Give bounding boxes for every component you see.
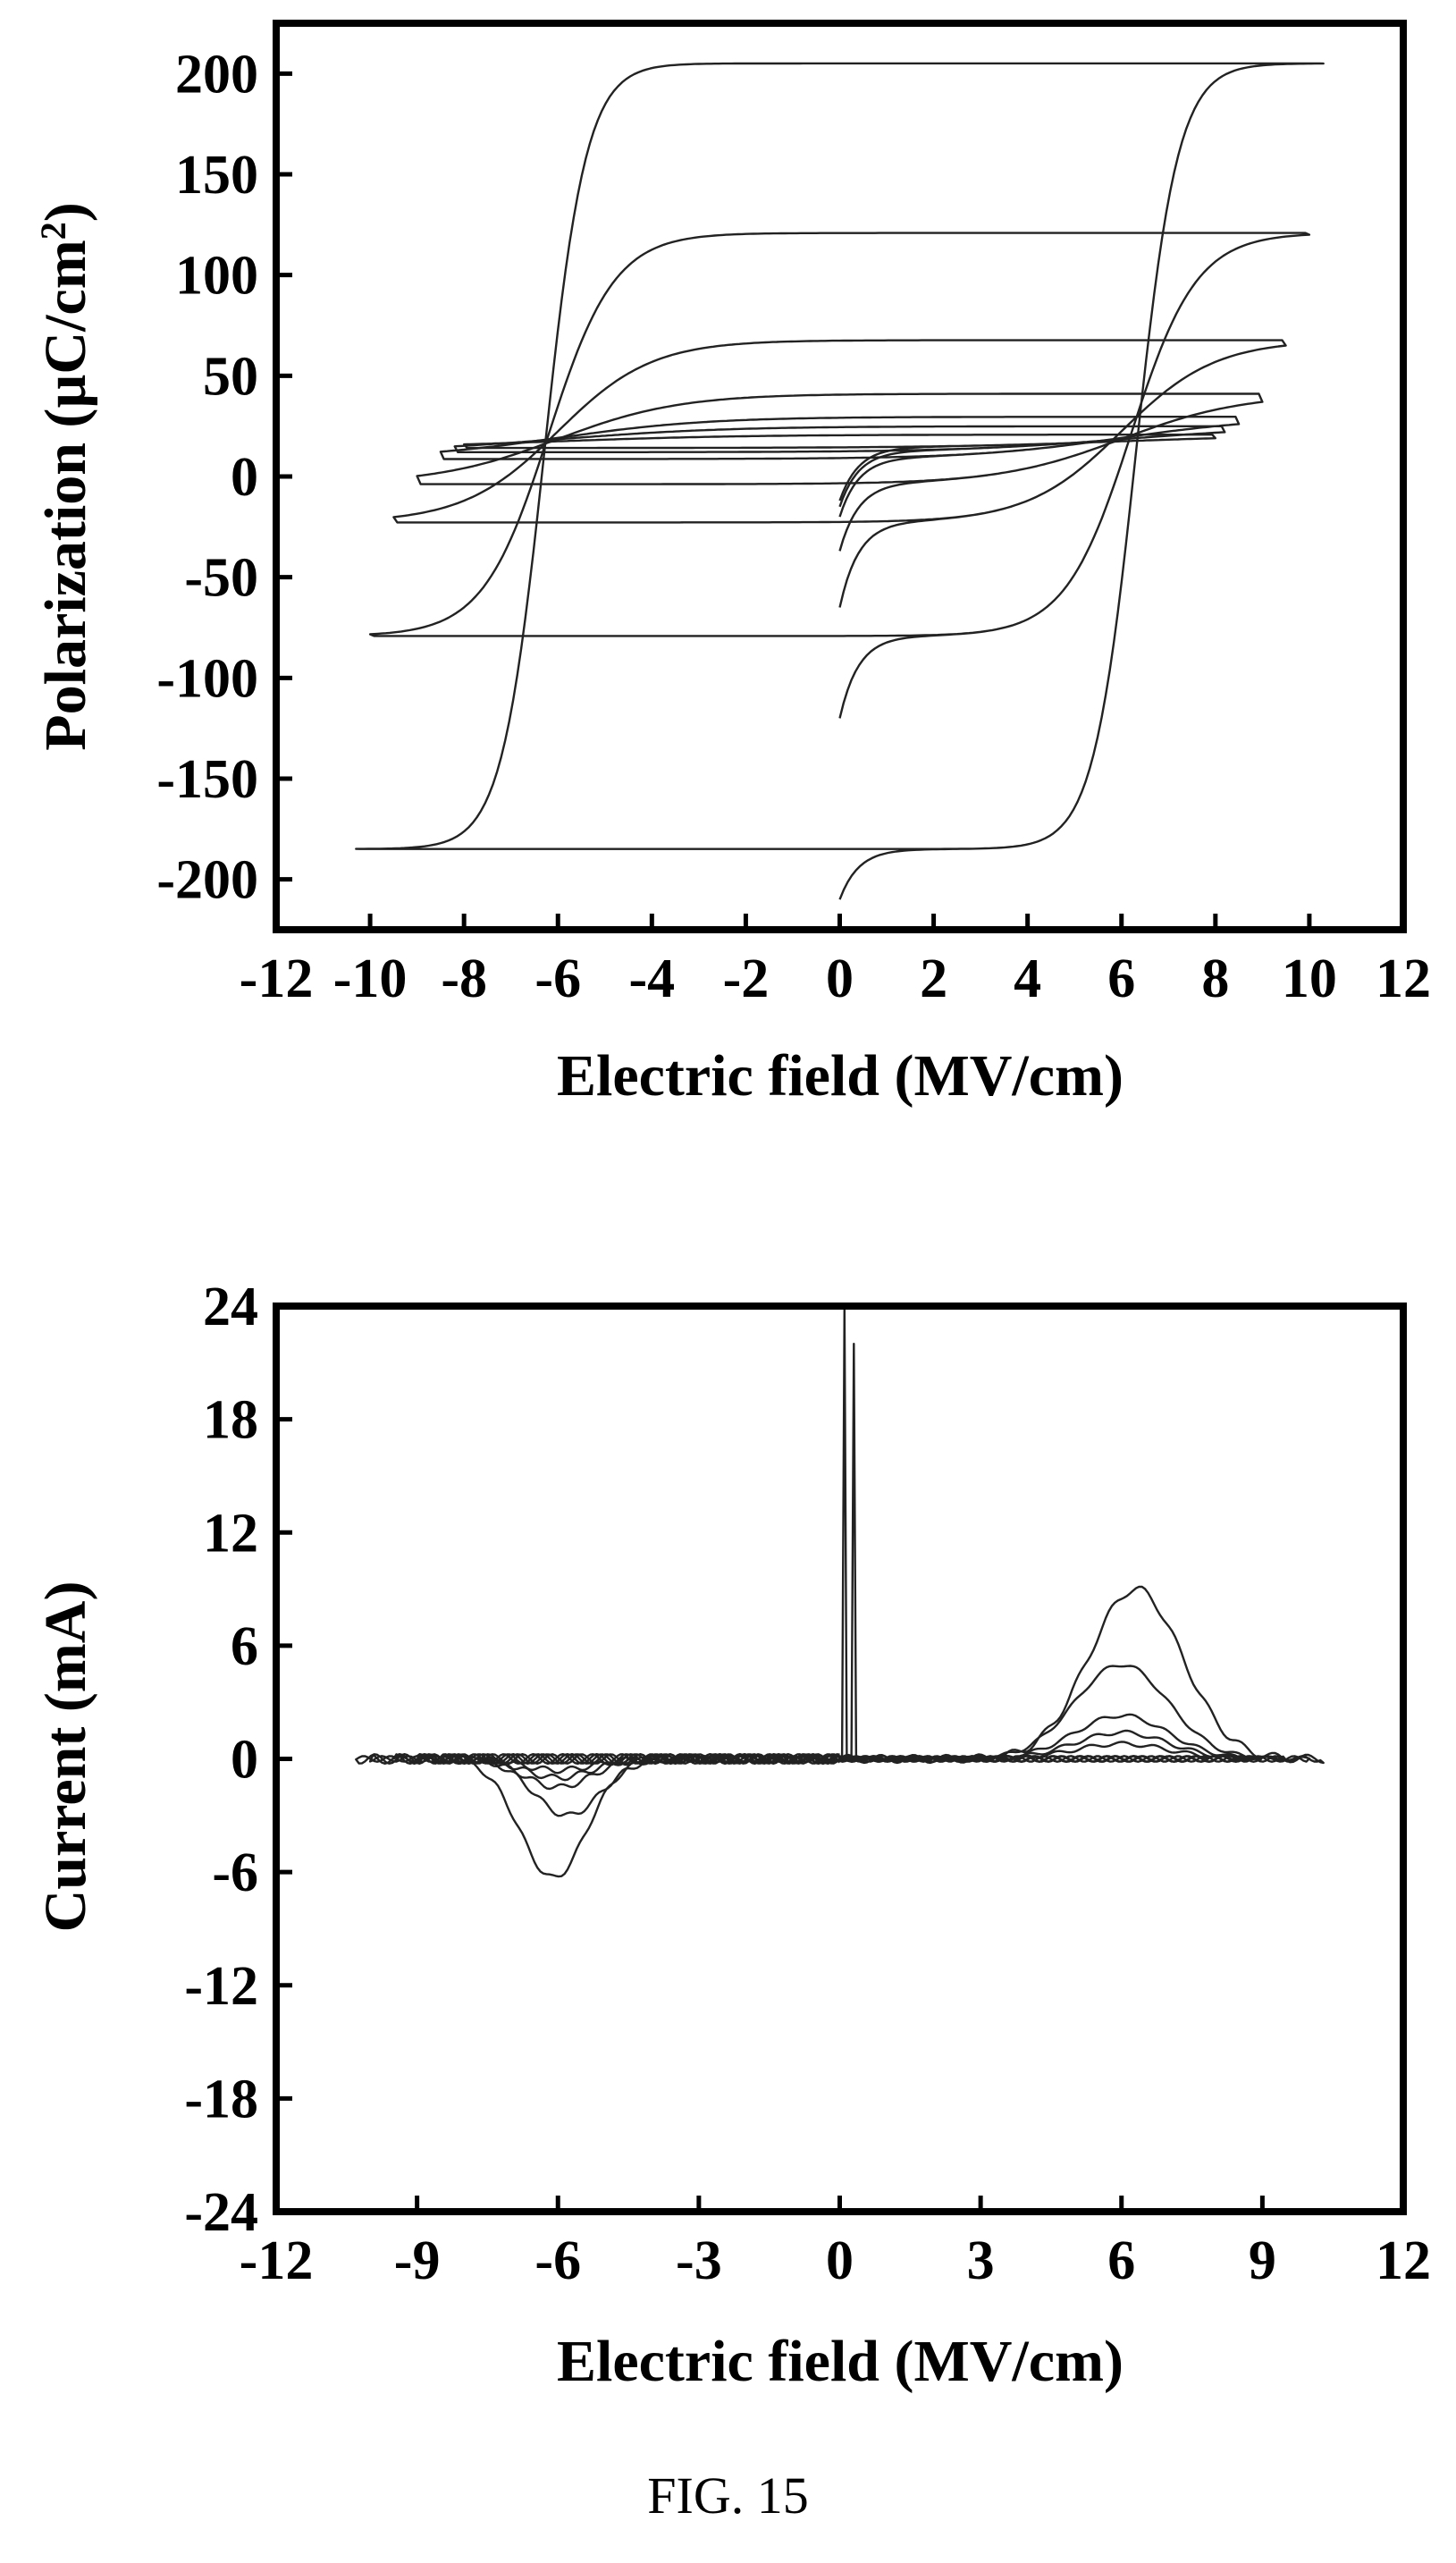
polarization-x-tick-label: 4	[1014, 948, 1041, 1009]
current-spike	[840, 1304, 858, 1760]
current-y-tick-label: -18	[184, 2069, 258, 2129]
polarization-loop-7	[463, 434, 1216, 502]
polarization-y-tick-label: 200	[175, 44, 258, 105]
figure-caption: FIG. 15	[647, 2466, 809, 2525]
polarization-y-tick-label: 50	[203, 346, 258, 407]
polarization-chart: -12 -10 -8 -6 -4 -2 0 2 4 6 8 10 12 200 150 100 50 0 -50 -…	[33, 20, 1431, 1109]
polarization-x-tick-label: -2	[723, 948, 770, 1009]
current-trace-3	[392, 1713, 1287, 1791]
polarization-x-tick-label: -10	[333, 948, 408, 1009]
polarization-x-axis-title: Electric field (MV/cm)	[557, 1043, 1124, 1109]
polarization-x-tick-label: 0	[826, 948, 854, 1009]
polarization-x-tick-label: 12	[1376, 948, 1431, 1009]
current-x-tick-label: 0	[826, 2230, 854, 2291]
polarization-y-tick-label: 100	[175, 246, 258, 307]
polarization-y-tick-label: 0	[231, 447, 258, 508]
current-x-tick-label: 3	[967, 2230, 995, 2291]
current-x-tick-label: 9	[1249, 2230, 1276, 2291]
polarization-loop-5	[439, 416, 1241, 518]
polarization-x-ticks: -12 -10 -8 -6 -4 -2 0 2 4 6 8 10 12	[240, 914, 1431, 1009]
current-x-tick-label: 12	[1376, 2230, 1431, 2291]
polarization-traces	[355, 62, 1325, 900]
polarization-y-axis-title-close: )	[33, 202, 98, 222]
current-y-tick-label: 18	[203, 1390, 258, 1451]
polarization-loop-6	[453, 425, 1226, 508]
polarization-y-axis-title: Polarization (µC/cm2)	[33, 202, 99, 750]
current-trace-5	[439, 1741, 1241, 1775]
polarization-x-tick-label: 6	[1107, 948, 1135, 1009]
current-x-tick-label: -12	[240, 2230, 314, 2291]
polarization-y-axis-title-superscript: 2	[33, 222, 73, 240]
current-y-axis-title: Current (mA)	[33, 1581, 98, 1933]
polarization-x-tick-label: -12	[240, 948, 314, 1009]
current-y-ticks: 24 18 12 6 0 -6 -12 -18 -24	[184, 1277, 292, 2243]
polarization-loop-2	[368, 232, 1311, 719]
current-y-tick-label: 6	[231, 1616, 258, 1677]
current-y-tick-label: -12	[184, 1956, 258, 2017]
current-x-tick-label: -9	[394, 2230, 441, 2291]
polarization-loop-1	[355, 62, 1325, 900]
current-y-tick-label: 0	[231, 1730, 258, 1791]
polarization-y-tick-label: -200	[156, 850, 258, 911]
current-y-tick-label: 12	[203, 1503, 258, 1564]
polarization-x-tick-label: -6	[534, 948, 581, 1009]
current-y-tick-label: -24	[184, 2182, 258, 2243]
polarization-y-tick-label: 150	[175, 145, 258, 206]
current-x-axis-title: Electric field (MV/cm)	[557, 2329, 1124, 2394]
current-x-ticks: -12 -9 -6 -3 0 3 6 9 12	[240, 2196, 1431, 2291]
polarization-y-tick-label: -100	[156, 648, 258, 709]
current-traces	[355, 1304, 1325, 1878]
polarization-y-axis-title-main: Polarization (µC/cm	[33, 240, 98, 750]
current-trace-2	[368, 1665, 1311, 1817]
polarization-plot-frame	[273, 20, 1407, 933]
polarization-x-tick-label: -4	[629, 948, 676, 1009]
polarization-y-tick-label: -50	[184, 548, 258, 609]
polarization-x-tick-label: 8	[1201, 948, 1229, 1009]
polarization-loop-4	[416, 392, 1264, 552]
polarization-x-tick-label: 2	[920, 948, 947, 1009]
current-trace-4	[416, 1729, 1264, 1782]
current-x-tick-label: -6	[534, 2230, 581, 2291]
polarization-y-ticks: 200 150 100 50 0 -50 -100 -150 -200	[156, 44, 292, 911]
current-y-tick-label: -6	[212, 1842, 258, 1903]
current-x-tick-label: 6	[1107, 2230, 1135, 2291]
current-chart: -12 -9 -6 -3 0 3 6 9 12 24 18 12 6 0 -6 -12 -18 -24 Elec…	[33, 1277, 1431, 2394]
polarization-y-tick-label: -150	[156, 749, 258, 810]
polarization-loop-3	[392, 339, 1287, 608]
polarization-x-tick-label: 10	[1282, 948, 1337, 1009]
current-y-tick-label: 24	[203, 1277, 258, 1337]
current-x-tick-label: -3	[676, 2230, 722, 2291]
polarization-x-tick-label: -8	[441, 948, 487, 1009]
current-trace-1	[355, 1585, 1325, 1878]
